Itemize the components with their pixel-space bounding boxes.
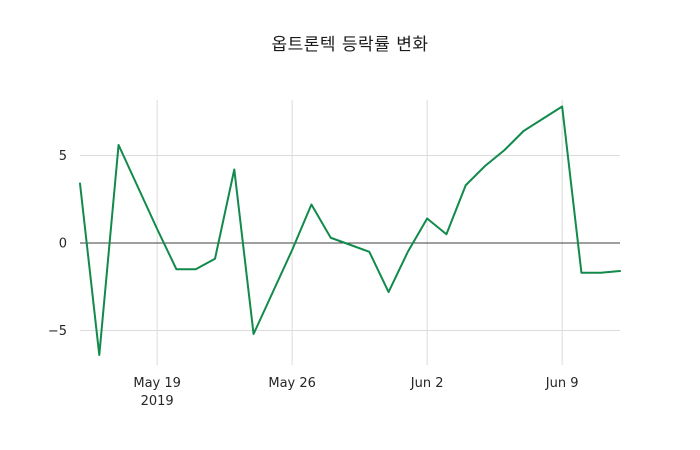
x-tick-year-label: 2019 <box>141 394 174 409</box>
y-tick-label: −5 <box>48 324 67 339</box>
y-tick-label: 5 <box>59 149 67 164</box>
x-tick-label: Jun 2 <box>410 376 444 391</box>
chart-title: 옵트론텍 등락률 변화 <box>271 35 429 55</box>
x-tick-label: May 19 <box>133 376 181 391</box>
x-tick-label: Jun 9 <box>545 376 579 391</box>
y-tick-label: 0 <box>59 237 67 252</box>
data-series-line <box>79 105 621 357</box>
x-tick-label: May 26 <box>268 376 316 391</box>
